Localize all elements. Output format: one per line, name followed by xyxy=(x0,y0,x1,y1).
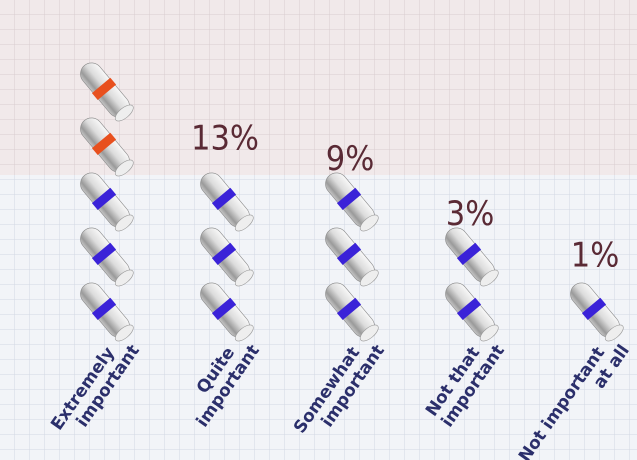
scroll-end xyxy=(234,269,254,287)
scroll xyxy=(200,282,254,342)
ribbon xyxy=(91,187,117,211)
scroll xyxy=(200,227,254,287)
scroll-end xyxy=(479,269,499,287)
scroll-end xyxy=(604,324,624,342)
ribbon xyxy=(581,297,607,321)
pictogram-column xyxy=(445,227,499,342)
scroll xyxy=(445,227,499,287)
scroll-end xyxy=(234,214,254,232)
value-label: 9% xyxy=(326,139,375,179)
ribbon xyxy=(336,297,362,321)
pictogram-column xyxy=(570,282,624,342)
scroll xyxy=(200,172,254,232)
pictogram-column xyxy=(200,172,254,342)
scroll xyxy=(325,172,379,232)
scroll-end xyxy=(114,159,134,177)
pictogram-column xyxy=(325,172,379,342)
value-label: 1% xyxy=(571,235,620,275)
scroll-end xyxy=(234,324,254,342)
ribbon xyxy=(211,297,237,321)
scroll xyxy=(325,227,379,287)
scroll xyxy=(325,282,379,342)
scroll-end xyxy=(114,214,134,232)
scroll-end xyxy=(359,214,379,232)
scroll xyxy=(445,282,499,342)
ribbon xyxy=(211,242,237,266)
ribbon xyxy=(336,187,362,211)
scroll xyxy=(80,227,134,287)
ribbon xyxy=(456,242,482,266)
value-label: 3% xyxy=(446,194,495,234)
pictogram-column xyxy=(80,62,134,342)
scroll xyxy=(80,282,134,342)
scroll xyxy=(80,117,134,177)
ribbon xyxy=(456,297,482,321)
ribbon xyxy=(91,77,117,101)
ribbon xyxy=(91,132,117,156)
scroll-end xyxy=(359,324,379,342)
value-label: 13% xyxy=(191,119,259,159)
scroll-end xyxy=(114,324,134,342)
ribbon xyxy=(91,242,117,266)
scroll xyxy=(80,62,134,122)
scroll-end xyxy=(359,269,379,287)
scroll-end xyxy=(479,324,499,342)
ribbon xyxy=(336,242,362,266)
scroll xyxy=(80,172,134,232)
scroll xyxy=(570,282,624,342)
scroll-end xyxy=(114,104,134,122)
ribbon xyxy=(91,297,117,321)
scroll-end xyxy=(114,269,134,287)
ribbon xyxy=(211,187,237,211)
